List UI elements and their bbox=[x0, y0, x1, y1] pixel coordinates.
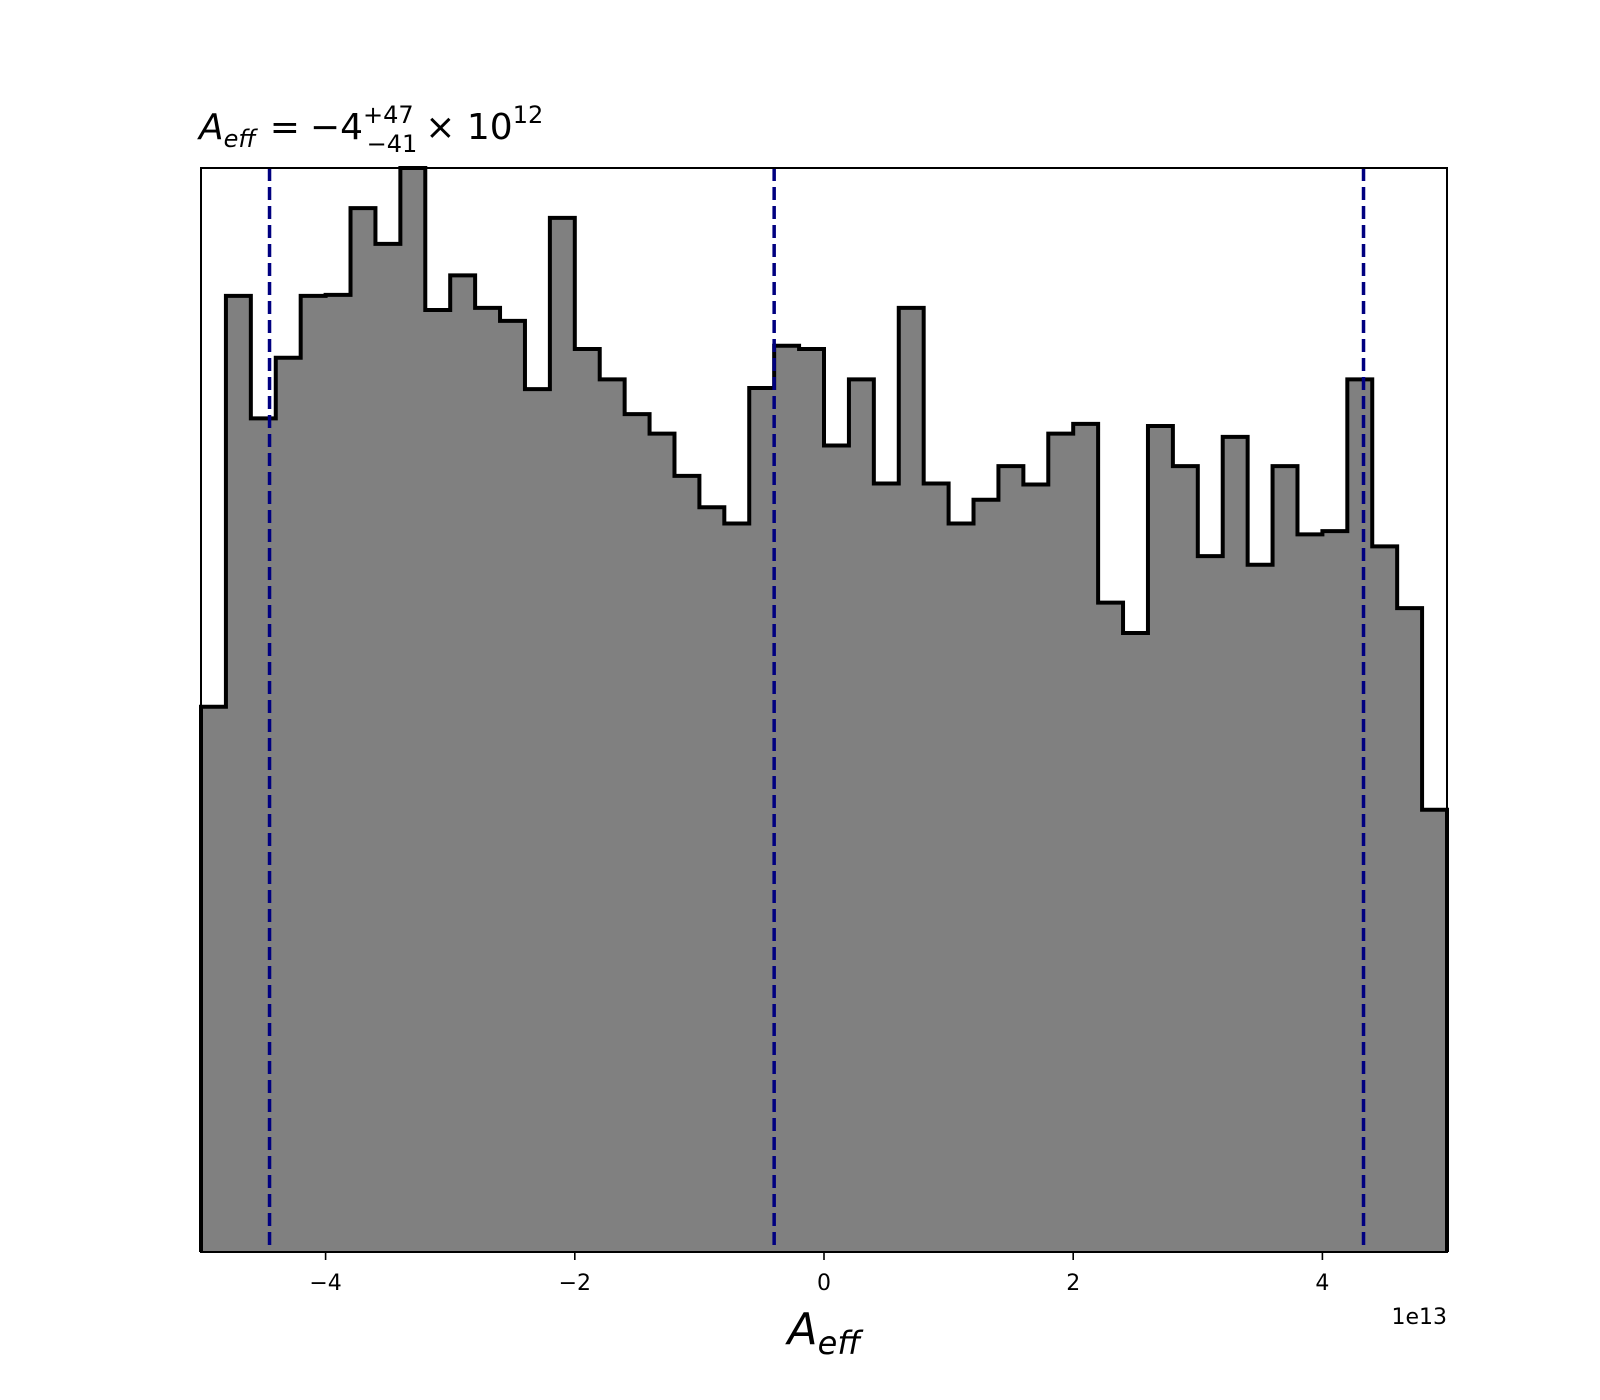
histogram-step-outline bbox=[199, 166, 1449, 1252]
svg-text:Aeff=−4+47−41× 1012: Aeff = −4+47 −41 × 1012 bbox=[197, 101, 543, 158]
histogram-bar bbox=[1347, 379, 1373, 1252]
plot-area bbox=[199, 166, 1449, 1253]
title-multiplier: × 10 bbox=[425, 107, 512, 148]
histogram-bar bbox=[201, 706, 227, 1252]
title-equals: = bbox=[270, 107, 300, 148]
histogram-bar bbox=[873, 483, 900, 1253]
histogram-bar bbox=[250, 418, 277, 1252]
histogram-bar bbox=[225, 295, 252, 1252]
histogram-bar bbox=[275, 357, 302, 1252]
histogram-bar bbox=[574, 349, 601, 1252]
chart-title: Aeff = −4+47 −41 × 1012 bbox=[197, 101, 543, 158]
histogram-bar bbox=[1048, 433, 1074, 1253]
xlabel-symbol: A bbox=[785, 1304, 818, 1355]
title-symbol-sub: eff bbox=[224, 125, 259, 153]
histogram-bar bbox=[325, 294, 352, 1252]
histogram-bar bbox=[998, 466, 1024, 1253]
histogram-bar bbox=[1247, 564, 1274, 1252]
histogram-bar bbox=[898, 307, 925, 1252]
x-tick-label: 2 bbox=[1066, 1271, 1080, 1296]
histogram-bar bbox=[599, 379, 626, 1252]
histogram-bar bbox=[824, 445, 850, 1252]
histogram-bar bbox=[1098, 602, 1124, 1252]
histogram-bar bbox=[674, 475, 700, 1253]
title-value: −4 bbox=[310, 107, 363, 148]
histogram-bar bbox=[1397, 608, 1423, 1252]
x-axis: −4 −2 0 2 4 bbox=[309, 1252, 1329, 1296]
title-exponent: 12 bbox=[513, 101, 544, 129]
histogram-bar bbox=[450, 275, 476, 1252]
histogram-bar bbox=[475, 307, 501, 1252]
histogram-bar bbox=[848, 379, 875, 1252]
histogram-bar bbox=[774, 345, 800, 1252]
histogram-bar bbox=[300, 295, 327, 1252]
histogram-bar bbox=[549, 217, 576, 1252]
histogram-bar bbox=[1197, 556, 1224, 1252]
x-tick-label: −2 bbox=[559, 1271, 591, 1296]
title-symbol: A bbox=[197, 107, 224, 148]
histogram-bar bbox=[1422, 809, 1448, 1252]
histogram-bar bbox=[799, 349, 825, 1252]
histogram-bar bbox=[1322, 531, 1348, 1252]
histogram-bar bbox=[524, 389, 551, 1252]
histogram-bar bbox=[1297, 534, 1323, 1252]
histogram-bar bbox=[375, 243, 401, 1252]
histogram-bar bbox=[350, 208, 376, 1252]
histogram-bar bbox=[923, 483, 950, 1253]
x-tick-label: 0 bbox=[817, 1271, 831, 1296]
histogram-bar bbox=[425, 310, 451, 1252]
histogram-bar bbox=[1272, 466, 1298, 1253]
histogram-bar bbox=[1147, 425, 1174, 1252]
histogram-bar bbox=[649, 433, 675, 1253]
x-tick-label: 4 bbox=[1315, 1271, 1329, 1296]
histogram-bar bbox=[749, 388, 775, 1252]
histogram-bar bbox=[1172, 466, 1199, 1253]
histogram-bar bbox=[699, 507, 725, 1252]
x-axis-offset-text: 1e13 bbox=[1391, 1305, 1447, 1330]
histogram-bar bbox=[1372, 546, 1398, 1252]
x-tick-label: −4 bbox=[309, 1271, 341, 1296]
histogram-bar bbox=[624, 414, 651, 1252]
title-minus-error: −41 bbox=[367, 130, 418, 158]
histogram-bar bbox=[400, 168, 426, 1252]
histogram-bar bbox=[1222, 436, 1249, 1252]
histogram-bar bbox=[973, 499, 999, 1253]
histogram-bar bbox=[948, 523, 975, 1252]
x-axis-label: Aeff bbox=[785, 1304, 865, 1362]
xlabel-sub: eff bbox=[818, 1324, 865, 1362]
histogram-bar bbox=[724, 523, 750, 1252]
histogram-bar bbox=[1123, 633, 1149, 1252]
histogram-bar bbox=[1073, 423, 1099, 1253]
title-plus-error: +47 bbox=[363, 101, 414, 129]
histogram-bar bbox=[500, 320, 526, 1252]
histogram-bar bbox=[1023, 484, 1049, 1252]
